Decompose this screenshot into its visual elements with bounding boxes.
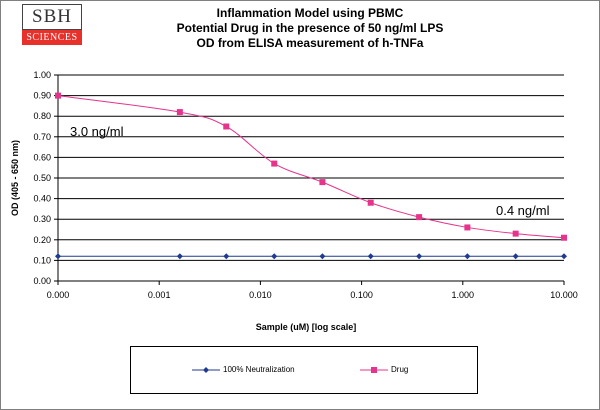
- data-point: [464, 253, 471, 260]
- data-point: [367, 199, 374, 206]
- data-point: [416, 253, 423, 260]
- logo-text-top: SBH: [22, 4, 82, 30]
- data-point: [319, 179, 326, 186]
- series-line: [57, 95, 565, 239]
- x-tick-label: 0.010: [249, 290, 272, 300]
- data-point: [367, 253, 374, 260]
- chart-legend: 100% Neutralization Drug: [130, 346, 478, 394]
- y-tick-label: 0.00: [33, 276, 51, 286]
- data-point: [55, 253, 61, 260]
- annotation-lower: 0.4 ng/ml: [496, 203, 550, 218]
- data-point: [319, 253, 326, 260]
- x-axis-title: Sample (uM) [log scale]: [256, 322, 357, 332]
- chart-title-line-2: Potential Drug in the presence of 50 ng/…: [176, 21, 444, 35]
- x-tick-label: 0.001: [148, 290, 171, 300]
- data-point: [271, 160, 278, 167]
- y-tick-label: 0.40: [33, 194, 51, 204]
- series-neutralization: [55, 253, 567, 260]
- data-point: [512, 253, 519, 260]
- data-point: [223, 253, 230, 260]
- legend-swatch-neutralization: [192, 367, 220, 373]
- data-point: [464, 224, 471, 231]
- legend-swatch-marker: [371, 367, 377, 373]
- data-point: [176, 253, 183, 260]
- y-tick-label: 0.20: [33, 235, 51, 245]
- y-tick-label: 0.70: [33, 132, 51, 142]
- chart-title-line-1: Inflammation Model using PBMC: [216, 6, 404, 20]
- data-point: [561, 253, 567, 260]
- x-tick-label: 10.000: [550, 290, 578, 300]
- x-tick-label: 0.100: [350, 290, 373, 300]
- annotation-upper: 3.0 ng/ml: [70, 124, 124, 139]
- x-tick-label: 1.000: [452, 290, 475, 300]
- data-point: [416, 214, 423, 221]
- logo-text-bottom: SCIENCES: [22, 30, 82, 45]
- y-tick-label: 0.30: [33, 214, 51, 224]
- chart-title-line-3: OD from ELISA measurement of h-TNFa: [196, 36, 424, 50]
- sbh-sciences-logo: SBH SCIENCES: [22, 4, 84, 46]
- data-point: [55, 92, 61, 99]
- legend-label-drug: Drug: [391, 365, 409, 374]
- y-tick-label: 0.90: [33, 91, 51, 101]
- x-tick-label: 0.000: [47, 290, 70, 300]
- legend-label-neutralization: 100% Neutralization: [223, 365, 295, 374]
- data-point: [561, 234, 567, 241]
- chart-title: Inflammation Model using PBMC Potential …: [100, 6, 520, 51]
- data-point: [176, 109, 183, 116]
- y-tick-label: 0.50: [33, 173, 51, 183]
- data-point: [271, 253, 278, 260]
- series-drug: [55, 92, 567, 241]
- y-axis-title: OD (405 - 650 nm): [10, 140, 20, 216]
- legend-swatch-drug: [360, 367, 388, 373]
- y-tick-label: 0.60: [33, 152, 51, 162]
- legend-swatch-marker: [203, 367, 209, 373]
- data-point: [512, 230, 519, 237]
- y-tick-label: 1.00: [33, 70, 51, 80]
- y-tick-label: 0.10: [33, 255, 51, 265]
- y-tick-label: 0.80: [33, 111, 51, 121]
- data-point: [223, 123, 230, 130]
